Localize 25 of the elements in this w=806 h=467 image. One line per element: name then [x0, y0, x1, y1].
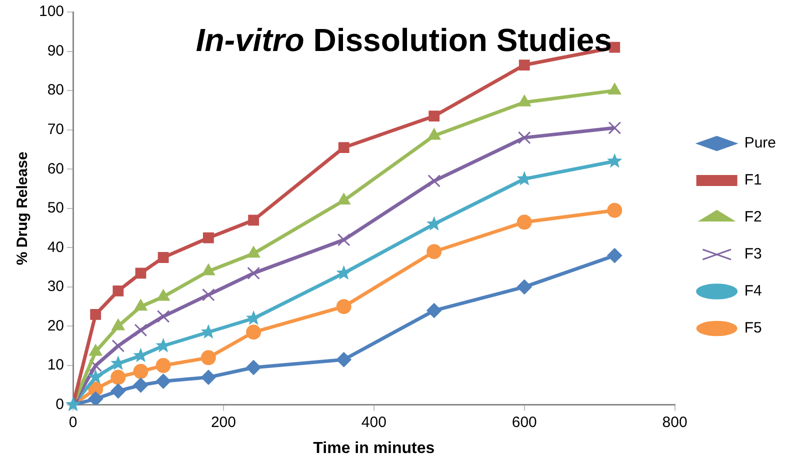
y-tick-label: 80 [47, 82, 64, 99]
legend-label: F4 [744, 282, 762, 300]
x-tick-label: 800 [662, 414, 688, 431]
y-tick-label: 10 [47, 356, 64, 374]
x-tick-label: 400 [361, 414, 386, 431]
x-tick-label: 0 [68, 414, 78, 431]
legend-label: Pure [744, 134, 776, 152]
y-tick-label: 50 [47, 200, 64, 217]
y-tick-label: 20 [47, 317, 64, 334]
y-tick-label: 70 [47, 120, 64, 138]
y-tick-label: 60 [47, 160, 64, 178]
legend-label: F1 [744, 172, 762, 189]
y-tick-label: 0 [56, 396, 64, 413]
y-axis-title: % Drug Release [14, 152, 32, 266]
legend-label: F3 [744, 246, 762, 263]
x-tick-label: 200 [210, 414, 236, 431]
y-tick-label: 30 [47, 278, 64, 296]
y-tick-label: 40 [47, 238, 64, 256]
chart-title: In-vitro Dissolution Studies [196, 22, 612, 58]
x-tick-label: 600 [512, 414, 537, 431]
x-axis-title: Time in minutes [313, 440, 435, 457]
y-tick-label: 100 [38, 3, 64, 20]
legend-label: F5 [744, 320, 762, 337]
y-tick-label: 90 [47, 42, 64, 60]
legend-label: F2 [744, 208, 762, 226]
